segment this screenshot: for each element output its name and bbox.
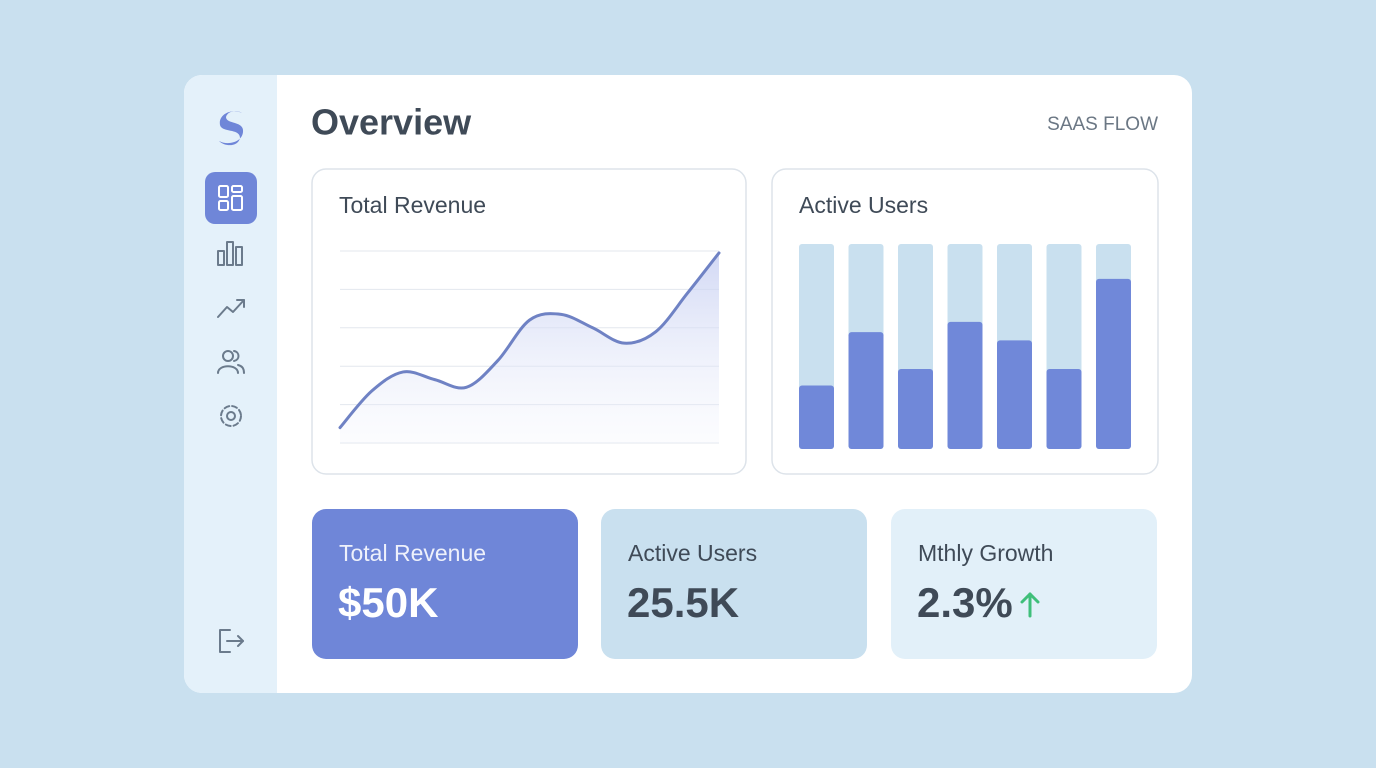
bar [848,332,884,449]
page-title: Overview [311,102,472,143]
stat-value: 25.5K [627,579,739,626]
chart-title: Active Users [799,192,928,218]
nav-reports[interactable] [217,241,243,266]
brand: SAAS FLOW [1047,114,1158,135]
sidebar [184,75,277,693]
stat-card [891,509,1157,659]
bar [947,321,983,449]
nav-settings[interactable] [220,405,242,427]
nav-logout[interactable] [219,629,244,653]
revenue-area [340,252,719,443]
bar [1096,278,1131,449]
logo [219,111,244,146]
stat-value: $50K [338,579,438,626]
stat-card [312,509,578,659]
dashboard-icon [218,185,243,211]
nav-users[interactable] [217,350,245,374]
nav-trends[interactable] [217,299,245,318]
stat-value: 2.3% [917,579,1013,626]
stat-label: Active Users [628,540,757,566]
growth-arrow [1020,592,1040,618]
plots [338,244,1131,449]
stat-label: Total Revenue [339,540,486,566]
chart-title: Total Revenue [339,192,486,218]
stat-label: Mthly Growth [918,540,1053,566]
bar [997,340,1032,449]
bar [898,369,933,449]
bar [799,385,834,449]
bar [1046,369,1082,449]
revenue-line [338,251,721,430]
stat-card [601,509,867,659]
